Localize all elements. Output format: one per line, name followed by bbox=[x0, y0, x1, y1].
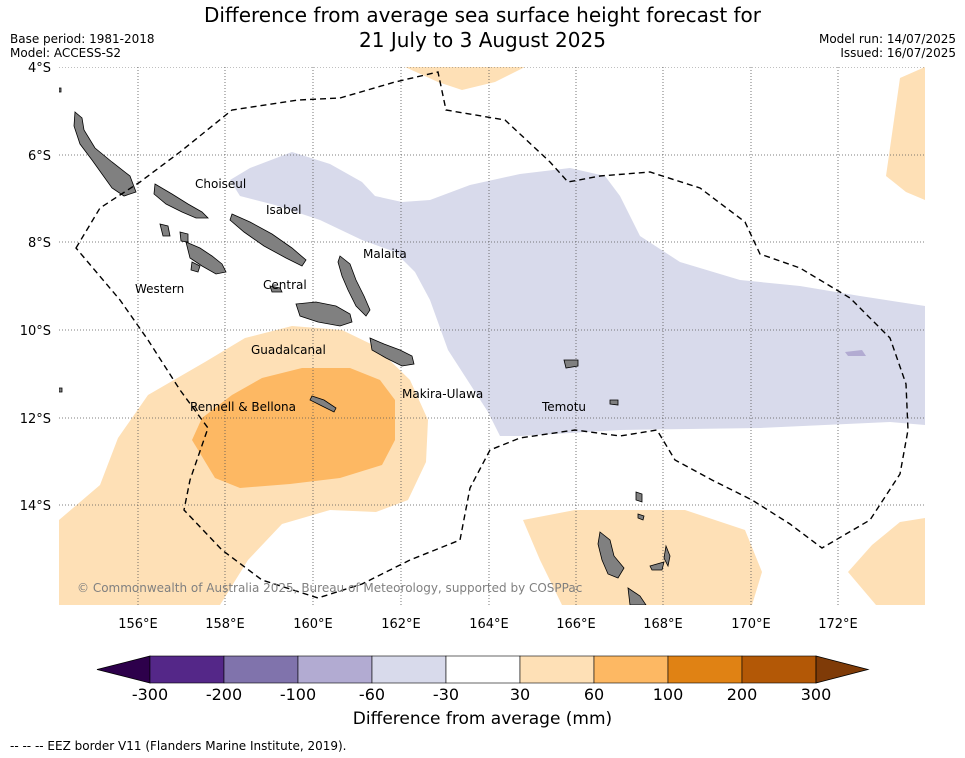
anomaly-light-orange-vanuatu bbox=[523, 510, 762, 605]
province-label-isabel: Isabel bbox=[266, 203, 301, 217]
lon-label-162e: 162°E bbox=[381, 617, 421, 632]
colorbar-extend-low bbox=[96, 655, 151, 684]
gridlines bbox=[59, 67, 925, 605]
colorbar-tick-label: 200 bbox=[727, 685, 758, 704]
island-florida bbox=[269, 285, 283, 293]
longitude-labels: 156°E 158°E 160°E 162°E 164°E 166°E 168°… bbox=[118, 617, 858, 632]
lat-label-8s: 8°S bbox=[28, 236, 51, 251]
anomaly-light-orange-southeast bbox=[848, 518, 925, 605]
lat-label-10s: 10°S bbox=[20, 324, 51, 339]
province-label-malaita: Malaita bbox=[363, 247, 407, 261]
map-title: Difference from average sea surface heig… bbox=[0, 3, 965, 53]
lat-label-12s: 12°S bbox=[20, 412, 51, 427]
lon-label-158e: 158°E bbox=[205, 617, 245, 632]
island-makira bbox=[369, 337, 415, 367]
base-period: Base period: 1981-2018 bbox=[10, 32, 155, 46]
lat-label-14s: 14°S bbox=[20, 499, 51, 514]
colorbar-tick-label: -300 bbox=[132, 685, 168, 704]
colorbar-tick-label: 60 bbox=[584, 685, 604, 704]
colorbar-segment bbox=[297, 655, 373, 684]
colorbar-segment bbox=[667, 655, 743, 684]
colorbar: -300 -200 -100 -60 -30 30 60 100 200 300 bbox=[96, 655, 870, 704]
province-label-makira-ulawa: Makira-Ulawa bbox=[402, 387, 483, 401]
island-new-georgia bbox=[185, 241, 227, 275]
colorbar-tick-label: 30 bbox=[510, 685, 530, 704]
landmasses bbox=[59, 87, 671, 605]
colorbar-tick-label: -200 bbox=[206, 685, 242, 704]
colorbar-tick-label: -30 bbox=[433, 685, 459, 704]
colorbar-tick-label: -100 bbox=[280, 685, 316, 704]
colorbar-tick-label: -60 bbox=[359, 685, 385, 704]
lon-label-160e: 160°E bbox=[293, 617, 333, 632]
island-small-nw bbox=[59, 87, 62, 93]
colorbar-segment bbox=[371, 655, 447, 684]
lon-label-164e: 164°E bbox=[469, 617, 509, 632]
province-label-western: Western bbox=[135, 282, 184, 296]
island-kolombangara bbox=[179, 231, 189, 243]
colorbar-segment bbox=[593, 655, 669, 684]
province-label-temotu: Temotu bbox=[541, 400, 586, 414]
model-info: Base period: 1981-2018 Model: ACCESS-S2 bbox=[10, 32, 155, 60]
lon-label-168e: 168°E bbox=[643, 617, 683, 632]
anomaly-lavender-spot bbox=[845, 350, 866, 356]
lon-label-172e: 172°E bbox=[818, 617, 858, 632]
island-banks bbox=[637, 513, 645, 521]
lon-label-166e: 166°E bbox=[556, 617, 596, 632]
map-area: Choiseul Isabel Malaita Western Central … bbox=[59, 67, 925, 605]
lon-label-156e: 156°E bbox=[118, 617, 158, 632]
island-isabel bbox=[229, 213, 307, 267]
colorbar-segment bbox=[445, 655, 521, 684]
colorbar-extend-high bbox=[815, 655, 870, 684]
lat-label-6s: 6°S bbox=[28, 149, 51, 164]
colorbar-segment bbox=[741, 655, 817, 684]
province-label-guadalcanal: Guadalcanal bbox=[251, 343, 326, 357]
province-label-choiseul: Choiseul bbox=[195, 177, 246, 191]
island-choiseul bbox=[153, 183, 209, 219]
province-label-rennell-bellona: Rennell & Bellona bbox=[190, 400, 296, 414]
eez-legend-note: -- -- -- EEZ border V11 (Flanders Marine… bbox=[10, 739, 347, 753]
island-santa-cruz bbox=[563, 359, 579, 369]
anomaly-light-orange-top bbox=[405, 67, 525, 90]
colorbar-title: Difference from average (mm) bbox=[352, 709, 613, 729]
lon-label-170e: 170°E bbox=[731, 617, 771, 632]
island-ambae bbox=[663, 544, 671, 568]
island-torres bbox=[635, 491, 643, 503]
model-name: Model: ACCESS-S2 bbox=[10, 46, 122, 60]
run-info: Model run: 14/07/2025 Issued: 16/07/2025 bbox=[819, 32, 956, 60]
colorbar-segment bbox=[519, 655, 595, 684]
colorbar-segment bbox=[223, 655, 299, 684]
anomaly-light-orange-east bbox=[886, 67, 925, 200]
island-malaita bbox=[337, 255, 371, 317]
colorbar-tick-label: 100 bbox=[653, 685, 684, 704]
title-line-2: 21 July to 3 August 2025 bbox=[359, 28, 606, 52]
island-rendova bbox=[190, 261, 201, 273]
issued-date: Issued: 16/07/2025 bbox=[840, 46, 956, 60]
eez-border bbox=[75, 71, 909, 599]
island-small-west bbox=[59, 387, 63, 393]
island-guadalcanal bbox=[295, 301, 353, 327]
model-run-date: Model run: 14/07/2025 bbox=[818, 32, 956, 46]
anomaly-orange-core bbox=[192, 368, 395, 488]
latitude-labels: 4°S 6°S 8°S 10°S 12°S 14°S bbox=[20, 61, 51, 514]
island-vella-lavella bbox=[159, 223, 171, 237]
copyright-notice: © Commonwealth of Australia 2025, Bureau… bbox=[77, 581, 582, 595]
colorbar-tick-label: 300 bbox=[801, 685, 832, 704]
island-maewo bbox=[649, 561, 665, 571]
lat-label-4s: 4°S bbox=[28, 61, 51, 76]
island-rennell bbox=[309, 395, 337, 413]
island-espiritu-santo bbox=[597, 531, 625, 579]
title-line-1: Difference from average sea surface heig… bbox=[203, 3, 762, 27]
province-label-central: Central bbox=[263, 278, 307, 292]
province-labels: Choiseul Isabel Malaita Western Central … bbox=[135, 177, 586, 414]
island-malekula bbox=[627, 587, 647, 605]
island-vanikoro bbox=[609, 399, 619, 406]
island-bougainville bbox=[73, 111, 137, 197]
colorbar-segment bbox=[149, 655, 225, 684]
